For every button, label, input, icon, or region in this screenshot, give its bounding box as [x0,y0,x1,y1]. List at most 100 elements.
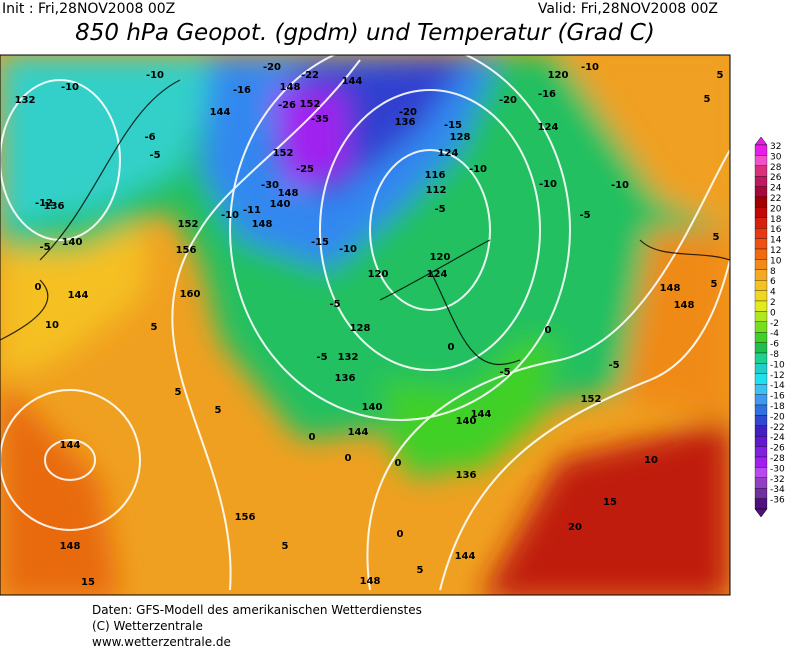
contour-label: 0 [545,325,552,336]
colorbar-cell [754,228,768,239]
colorbar-cell [754,332,768,343]
contour-label: 10 [45,320,59,331]
colorbar-label: 18 [770,215,782,225]
colorbar-label: 22 [770,194,781,204]
colorbar-label: 6 [770,277,776,287]
colorbar-label: -2 [770,319,779,329]
contour-label: -15 [444,120,462,131]
colorbar-cell [754,290,768,302]
contour-label: -10 [221,210,239,221]
colorbar-cell [754,165,768,177]
colorbar-cell [754,176,768,187]
contour-label: 128 [350,323,371,334]
map-frame [0,54,731,596]
contour-label: 148 [660,283,681,294]
contour-label: 0 [397,529,404,540]
contour-label: -5 [434,204,445,215]
colorbar-label: -20 [770,412,785,422]
colorbar-cell [754,404,768,416]
contour-label: -12 [35,198,53,209]
colorbar-label: 26 [770,173,782,183]
colorbar-label: -10 [770,360,785,370]
colorbar-label: -24 [770,433,785,443]
contour-label: 0 [345,453,352,464]
contour-label: 0 [35,282,42,293]
footer-line: www.wetterzentrale.de [92,635,231,648]
contour-label: 5 [175,387,182,398]
contour-label: 5 [717,70,724,81]
colorbar-cell [754,477,768,489]
contour-label: 5 [282,541,289,552]
contour-label: 0 [448,342,455,353]
colorbar-cell [754,384,768,395]
colorbar-cell [754,311,768,322]
contour-label: -20 [263,62,281,73]
colorbar-cell [754,321,768,333]
colorbar-label: 24 [770,184,782,194]
contour-label: -5 [608,360,619,371]
contour-label: 136 [44,201,65,212]
contour-label: 5 [215,405,222,416]
contour-label: 148 [280,82,301,93]
contour-label: 152 [581,394,602,405]
contour-label: -10 [469,164,487,175]
colorbar-cell [754,144,768,156]
colorbar: 32302826242220181614121086420-2-4-6-8-10… [754,136,785,518]
map-field [0,55,730,595]
contour-label: 144 [342,76,363,87]
colorbar-label: -14 [770,381,785,391]
contour-label: -5 [316,352,327,363]
colorbar-label: 8 [770,267,776,277]
contour-label: 140 [62,237,83,248]
contour-label: -35 [311,114,329,125]
colorbar-cell [754,488,768,499]
contour-label: 144 [471,409,492,420]
colorbar-label: -12 [770,371,785,381]
contour-label: -5 [499,367,510,378]
colorbar-label: 28 [770,163,782,173]
colorbar-cell [754,196,768,208]
colorbar-label: 0 [770,308,776,318]
colorbar-cell [754,259,768,270]
contour-label: -5 [579,210,590,221]
footer-line: Daten: GFS-Modell des amerikanischen Wet… [92,603,422,617]
contour-label: -11 [243,205,261,216]
contour-label: -5 [329,299,340,310]
colorbar-label: -18 [770,402,785,412]
colorbar-label: -34 [770,485,785,495]
contour-label: -20 [499,95,517,106]
contour-label: 112 [426,185,447,196]
colorbar-cell [754,300,768,312]
colorbar-cell [754,186,768,198]
colorbar-cell [754,415,768,426]
contour-label: -16 [233,85,251,96]
colorbar-label: -26 [770,444,785,454]
colorbar-cell [754,446,768,458]
contour-label: -10 [146,70,164,81]
contour-label: 10 [644,455,658,466]
colorbar-arrow-top [754,136,768,146]
colorbar-label: 32 [770,142,781,152]
contour-label: 140 [362,402,383,413]
contour-label: -5 [39,242,50,253]
colorbar-label: 4 [770,288,776,298]
contour-label: -10 [61,82,79,93]
colorbar-arrow-bottom [754,508,768,518]
colorbar-label: 20 [770,204,782,214]
contour-label: 136 [395,117,416,128]
contour-label: 148 [674,300,695,311]
contour-label: 140 [270,199,291,210]
colorbar-label: 30 [770,152,782,162]
colorbar-label: 12 [770,246,781,256]
contour-label: 120 [368,269,389,280]
init-text: Init : Fri,28NOV2008 00Z [2,1,175,17]
contour-label: 0 [395,458,402,469]
colorbar-label: -4 [770,329,779,339]
contour-label: -10 [611,180,629,191]
contour-label: 144 [348,427,369,438]
contour-label: 148 [252,219,273,230]
contour-label: 20 [568,522,582,533]
contour-label: -10 [581,62,599,73]
contour-label: -30 [261,180,279,191]
colorbar-cell [754,436,768,447]
